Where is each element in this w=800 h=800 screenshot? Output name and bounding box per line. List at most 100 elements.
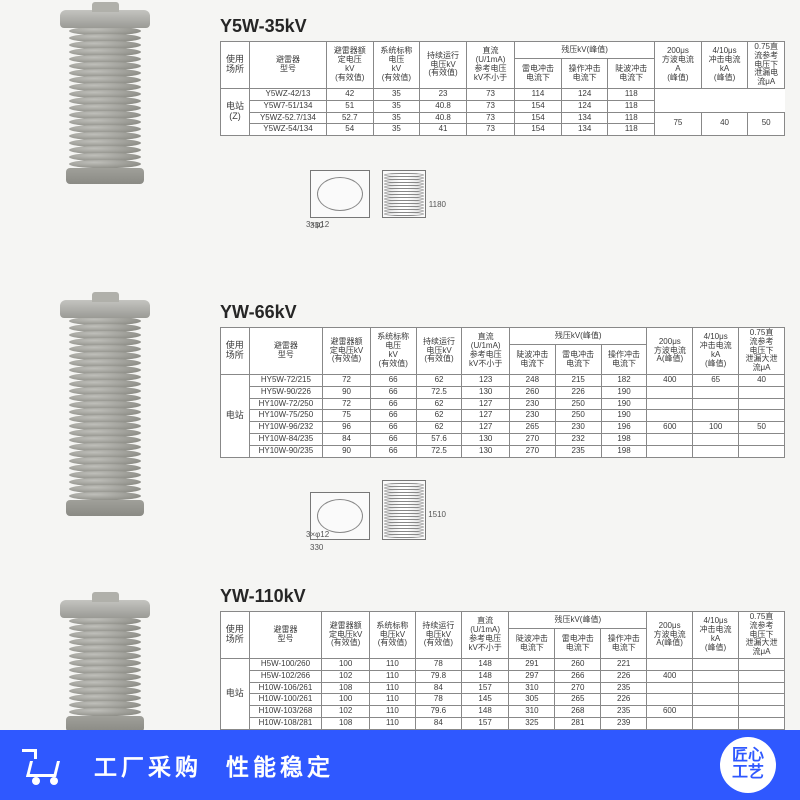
cell: 110 <box>369 706 415 718</box>
cell: 154 <box>515 124 562 136</box>
cell: 50 <box>739 422 785 434</box>
cell: HY5W-72/215 <box>249 374 323 386</box>
cell: Y5WZ-52.7/134 <box>250 112 327 124</box>
cell: 35 <box>373 100 420 112</box>
table-row: HY10W-90/235906672.5130270235198 <box>221 445 785 457</box>
table-row: Y5W7-51/134513540.873154124118 <box>221 100 785 112</box>
cell <box>739 706 785 718</box>
craft-seal: 匠心 工艺 <box>720 737 776 793</box>
cell <box>693 445 739 457</box>
cell: 54 <box>326 124 373 136</box>
cell: 239 <box>601 717 647 729</box>
cell: 123 <box>462 374 510 386</box>
cell: 310 <box>509 706 555 718</box>
cell: 118 <box>608 100 655 112</box>
table-row: HY10W-75/250756662127230250190 <box>221 410 785 422</box>
diagram-dim-height: 1510 <box>428 510 446 519</box>
col-header: 持续运行电压kV(有效值) <box>416 328 462 375</box>
table-row: H5W-102/26610211079.8148297266226400 <box>221 670 785 682</box>
cell: 400 <box>647 670 693 682</box>
table-row: HY10W-84/235846657.6130270232198 <box>221 433 785 445</box>
cell: H10W-103/268 <box>249 706 322 718</box>
cell: 305 <box>509 694 555 706</box>
cell: 148 <box>461 706 509 718</box>
cell: 190 <box>601 410 647 422</box>
cell: 72.5 <box>416 386 462 398</box>
cell <box>739 398 785 410</box>
cell: 50 <box>748 112 785 136</box>
usage-cell: 电站 <box>221 658 250 729</box>
cell <box>647 658 693 670</box>
dimension-diagram: 3×φ121510330 <box>310 480 426 540</box>
cell: 226 <box>555 386 601 398</box>
col-subheader: 操作冲击电流下 <box>601 345 647 375</box>
cell: 110 <box>369 670 415 682</box>
cell <box>693 386 739 398</box>
banner-text-right: 性能稳定 <box>226 748 334 782</box>
cell: 35 <box>373 88 420 100</box>
cell: 325 <box>509 717 555 729</box>
cell: 41 <box>420 124 467 136</box>
cell: 198 <box>601 433 647 445</box>
cell: 154 <box>515 112 562 124</box>
cell: 108 <box>322 682 370 694</box>
diagram-dim-height: 1180 <box>429 200 446 209</box>
diagram-topview <box>310 170 370 218</box>
cell <box>739 658 785 670</box>
col-subheader: 雷电冲击电流下 <box>555 629 601 659</box>
cell: 62 <box>416 422 462 434</box>
cell: 221 <box>601 658 647 670</box>
col-subheader: 操作冲击电流下 <box>601 629 647 659</box>
cell: 400 <box>647 374 693 386</box>
diagram-dim-width: 330 <box>310 221 323 230</box>
cell: 51 <box>326 100 373 112</box>
cell: 110 <box>369 658 415 670</box>
cell: 134 <box>561 124 608 136</box>
cell: H10W-108/281 <box>249 717 322 729</box>
col-subheader: 雷电冲击电流下 <box>515 59 562 89</box>
cell: H5W-102/266 <box>249 670 322 682</box>
product-photo-1 <box>60 10 150 184</box>
cell: 145 <box>461 694 509 706</box>
section-title: YW-66kV <box>220 302 785 323</box>
col-usage: 使用场所 <box>221 42 250 89</box>
cell: 35 <box>373 112 420 124</box>
cell: 118 <box>608 112 655 124</box>
col-header: 避雷器型号 <box>250 42 327 89</box>
cell: 235 <box>555 445 601 457</box>
cell: 157 <box>461 682 509 694</box>
col-header: 直流(U/1mA)参考电压kV不小于 <box>461 612 509 659</box>
cell: 118 <box>608 88 655 100</box>
cell: 154 <box>515 100 562 112</box>
cell: 42 <box>326 88 373 100</box>
cell <box>647 682 693 694</box>
table-row: H10W-106/26110811084157310270235 <box>221 682 785 694</box>
cell: 270 <box>509 445 555 457</box>
table-row: HY10W-96/23296666212726523019660010050 <box>221 422 785 434</box>
cell: 66 <box>370 410 416 422</box>
cell: 40.8 <box>420 100 467 112</box>
cell <box>739 717 785 729</box>
cell: 90 <box>323 445 371 457</box>
table-row: H10W-103/26810211079.6148310268235600 <box>221 706 785 718</box>
cell: 73 <box>466 112 514 124</box>
cell: 130 <box>462 386 510 398</box>
cell: 291 <box>509 658 555 670</box>
cell <box>647 398 693 410</box>
col-header: 200μs方波电流A(峰值) <box>655 42 702 89</box>
promo-banner: 工厂采购 性能稳定 匠心 工艺 <box>0 730 800 800</box>
cell: 79.6 <box>415 706 461 718</box>
col-subheader: 操作冲击电流下 <box>561 59 608 89</box>
cell: 102 <box>322 670 370 682</box>
cell <box>693 398 739 410</box>
cell: 124 <box>561 88 608 100</box>
cell: 297 <box>509 670 555 682</box>
table-row: 电站H5W-100/26010011078148291260221 <box>221 658 785 670</box>
table-row: H10W-108/28110811084157325281239 <box>221 717 785 729</box>
cell: 73 <box>466 88 514 100</box>
col-header: 残压kV(峰值) <box>509 612 647 629</box>
cell: 230 <box>555 422 601 434</box>
cell: 110 <box>369 694 415 706</box>
cell: 127 <box>462 422 510 434</box>
cell <box>739 433 785 445</box>
